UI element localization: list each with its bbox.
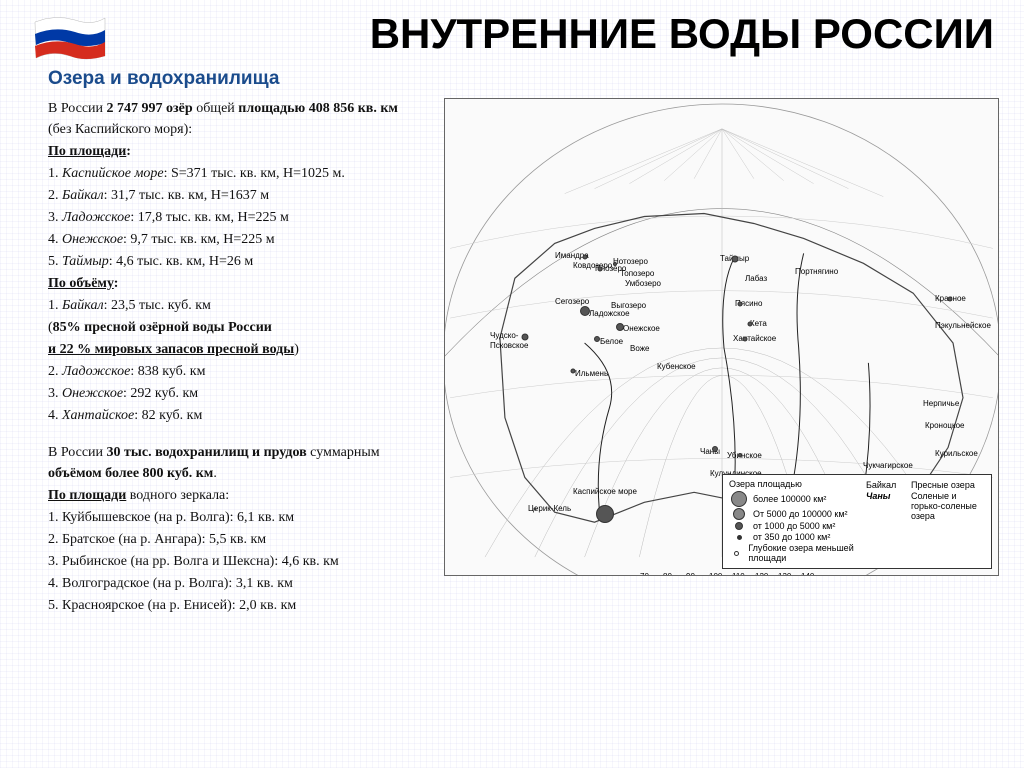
list-item: 1. Каспийское море: S=371 тыс. кв. км, H… [48,163,424,184]
lake-dot [522,334,529,341]
lake-dot [571,369,576,374]
map-label: Нерпичье [923,399,959,408]
list-item: 1. Байкал: 23,5 тыс. куб. км [48,295,424,316]
lake-dot [596,505,614,523]
list-item: 4. Онежское: 9,7 тыс. кв. км, H=225 м [48,229,424,250]
legend-row: БайкалПресные озера [866,480,985,490]
map-label: Воже [630,344,650,353]
list-item: 3. Ладожское: 17,8 тыс. кв. км, H=225 м [48,207,424,228]
lake-dot [732,256,739,263]
legend-left-title: Озера площадью [729,479,860,489]
list-item: 2. Братское (на р. Ангара): 5,5 кв. км [48,529,424,550]
lake-dot [738,302,743,307]
legend-row: от 350 до 1000 км² [729,532,860,542]
map-label: Нотозеро [613,257,648,266]
axis-label: 90 [686,572,695,576]
map-label: Белое [600,337,623,346]
by-volume-header: По объёму: [48,273,424,294]
intro-text: В России 2 747 997 озёр общей площадью 4… [48,98,424,140]
legend-row: От 5000 до 100000 км² [729,508,860,520]
by-area-header: По площади: [48,141,424,162]
reservoirs-intro: В России 30 тыс. водохранилищ и прудов с… [48,442,424,484]
list-item: 2. Байкал: 31,7 тыс. кв. км, H=1637 м [48,185,424,206]
axis-label: 120 [755,572,768,576]
axis-label: 70 [640,572,649,576]
text-column: В России 2 747 997 озёр общей площадью 4… [48,98,424,617]
lake-dot [738,453,742,457]
list-item: 4. Волгоградское (на р. Волга): 3,1 кв. … [48,573,424,594]
lake-dot [616,323,624,331]
legend-row: более 100000 км² [729,491,860,507]
map-label: Ладожское [589,309,630,318]
map-label: Онежское [623,324,660,333]
axis-label: 130 [778,572,791,576]
axis-label: 110 [732,572,745,576]
lake-dot [948,297,953,302]
map-legend: Озера площадью более 100000 км²От 5000 д… [722,474,992,569]
map-label: Лабаз [745,274,767,283]
axis-label: 100 [709,572,722,576]
list-item: 5. Красноярское (на р. Енисей): 2,0 кв. … [48,595,424,616]
map-label: Кета [750,319,767,328]
russia-flag-icon [30,12,110,62]
lake-dot [534,508,537,511]
legend-row: Глубокие озера меньшей площади [729,543,860,563]
axis-label: 140 [801,572,814,576]
russia-lakes-map: ИмандраКовдозероПяозероНотозероТопозероУ… [444,98,999,576]
map-label: Ильмень [575,369,608,378]
lake-dot [613,262,617,266]
map-label: Пэкульнейское [935,321,991,330]
map-label: Топозеро [620,269,654,278]
content-row: В России 2 747 997 озёр общей площадью 4… [0,98,1024,617]
map-label: Хантайское [733,334,776,343]
map-label: Курильское [935,449,978,458]
list-item: 3. Онежское: 292 куб. км [48,383,424,404]
map-label: Чудско- [490,331,518,340]
list-item: 5. Таймыр: 4,6 тыс. кв. км, H=26 м [48,251,424,272]
list-item: 2. Ладожское: 838 куб. км [48,361,424,382]
map-column: ИмандраКовдозероПяозероНотозероТопозероУ… [424,98,999,617]
page-title: ВНУТРЕННИЕ ВОДЫ РОССИИ [0,0,1024,63]
page-subtitle: Озера и водохранилища [0,63,1024,98]
legend-row: ЧаныСоленые и горько-соленые озера [866,491,985,521]
list-item: 3. Рыбинское (на рр. Волга и Шексна): 4,… [48,551,424,572]
axis-label: 80 [663,572,672,576]
lake-dot [748,322,753,327]
map-label: Кубенское [657,362,696,371]
list-item: 1. Куйбышевское (на р. Волга): 6,1 кв. к… [48,507,424,528]
lake-dot [598,267,603,272]
lake-dot [580,306,590,316]
list-item: и 22 % мировых запасов пресной воды) [48,339,424,360]
legend-row: от 1000 до 5000 км² [729,521,860,531]
list-item: (85% пресной озёрной воды России [48,317,424,338]
map-label: Чукчагирское [863,461,913,470]
lake-dot [743,337,748,342]
map-label: Убинское [727,451,762,460]
map-label: Каспийское море [573,487,637,496]
by-mirror-header: По площади водного зеркала: [48,485,424,506]
list-item: 4. Хантайское: 82 куб. км [48,405,424,426]
lake-dot [583,255,588,260]
map-label: Кроноцкое [925,421,965,430]
map-label: Псковское [490,341,528,350]
map-label: Сегозеро [555,297,589,306]
map-label: Портнягино [795,267,838,276]
lake-dot [712,446,718,452]
map-label: Умбозеро [625,279,661,288]
lake-dot [594,336,600,342]
map-label: Выгозеро [611,301,646,310]
